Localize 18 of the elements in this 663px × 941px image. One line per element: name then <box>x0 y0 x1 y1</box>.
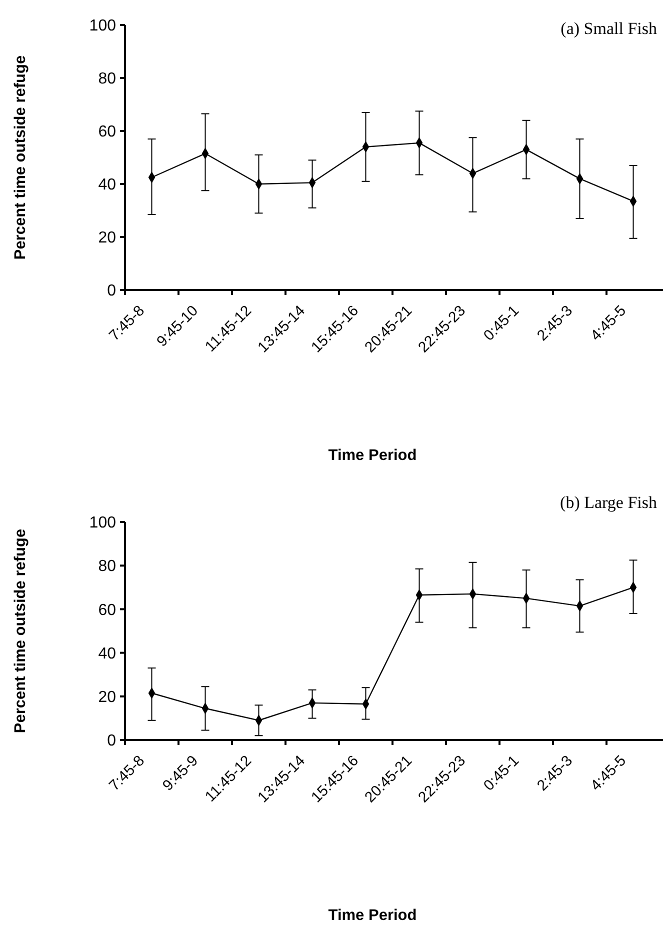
y-tick-label: 20 <box>98 689 116 706</box>
chart-title: (b) Large Fish <box>560 493 658 512</box>
y-tick-label: 80 <box>98 558 116 576</box>
y-tick-label: 80 <box>98 70 116 88</box>
chart-title: (a) Small Fish <box>560 19 658 38</box>
y-tick-label: 100 <box>89 18 116 35</box>
x-axis-title: Time Period <box>328 447 417 464</box>
y-tick-label: 60 <box>98 124 116 141</box>
y-tick-label: 0 <box>107 282 116 300</box>
y-tick-label: 40 <box>98 645 116 662</box>
y-axis-title: Percent time outside refuge <box>12 528 29 734</box>
y-tick-label: 60 <box>98 602 116 619</box>
x-axis-title: Time Period <box>328 907 417 924</box>
y-axis-title: Percent time outside refuge <box>12 55 29 260</box>
y-tick-label: 40 <box>98 176 116 194</box>
y-tick-label: 0 <box>107 732 116 750</box>
y-tick-label: 100 <box>89 514 116 532</box>
y-tick-label: 20 <box>98 230 116 247</box>
